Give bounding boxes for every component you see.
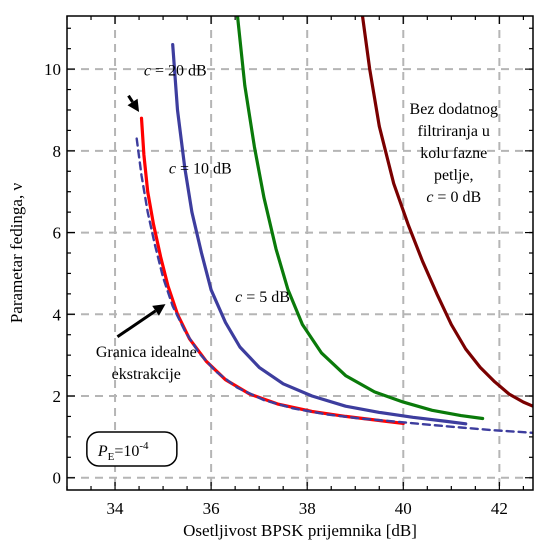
x-tick-label-36: 36: [203, 499, 220, 518]
annotation-arrow-head-1: [152, 304, 166, 316]
pe-box: [86, 431, 178, 467]
y-tick-label-2: 2: [53, 387, 62, 406]
label-c-0-line-3: petlje,: [434, 167, 474, 184]
y-tick-label-8: 8: [53, 142, 62, 161]
series-line-1: [235, 16, 485, 421]
annotation-arrow-head-0: [127, 98, 140, 113]
arrow-group: [116, 94, 166, 339]
y-tick-label-10: 10: [44, 60, 61, 79]
tick-group: 34 36 38 40 42 0 2 4 6 8 10: [44, 16, 533, 518]
label-c-20: c = 20 dB: [144, 62, 207, 79]
pe-label: PE=10-4: [97, 440, 149, 463]
series-group: [135, 16, 533, 434]
label-c-0-line-1: filtriranja u: [418, 123, 490, 140]
series-line-0: [360, 16, 533, 408]
y-tick-label-4: 4: [53, 305, 62, 324]
label-c-0-line-0: Bez dodatnog: [410, 101, 498, 118]
x-tick-label-34: 34: [107, 499, 125, 518]
x-tick-label-38: 38: [299, 499, 316, 518]
x-axis-label: Osetljivost BPSK prijemnika [dB]: [183, 521, 417, 540]
label-c-0: c = 0 dB: [426, 189, 481, 206]
label-c-5: c = 5 dB: [235, 289, 290, 306]
annotation-arrow-shaft-1: [116, 309, 157, 339]
y-tick-label-6: 6: [53, 224, 62, 243]
label-ideal-bound-line-1: ekstrakcije: [112, 366, 181, 383]
series-line-2: [171, 42, 468, 426]
label-c-10: c = 10 dB: [169, 160, 232, 177]
label-ideal-bound-line-0: Granica idealne: [96, 344, 197, 361]
annotation-group: c = 20 dB c = 10 dB c = 5 dB Bez dodatnog fi…: [86, 62, 498, 467]
x-tick-label-40: 40: [395, 499, 412, 518]
y-tick-label-0: 0: [53, 469, 62, 488]
y-axis-label: Parametar fedinga, ν: [7, 183, 26, 324]
annotation-arrow-shaft-0: [127, 94, 134, 103]
series-line-4: [135, 137, 533, 434]
label-c-0-line-2: kolu fazne: [420, 145, 487, 162]
x-tick-label-42: 42: [491, 499, 508, 518]
